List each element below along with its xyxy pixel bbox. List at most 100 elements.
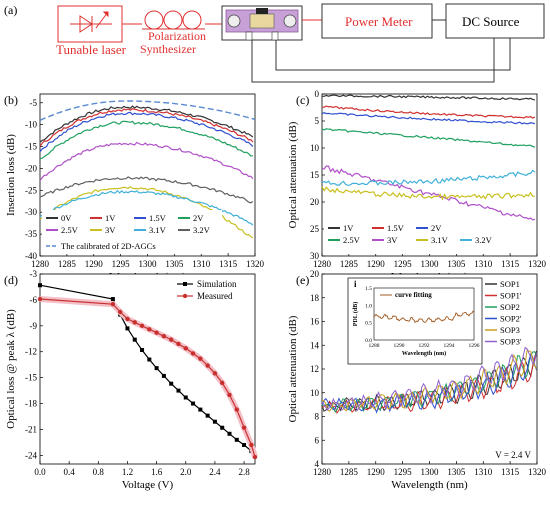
data-point <box>140 348 145 352</box>
x-tick-label: 1295 <box>394 467 413 477</box>
panel-e: (e) 1280 1285 1290 1295 1300 1305 1310 1315 1320 4… <box>287 269 547 491</box>
x-tick-label: 1315 <box>501 467 520 477</box>
legend-b: 0V 1V 1.5V 2V 2.5V 3V 3.1V 3.2V The calibrated o… <box>42 210 222 254</box>
legend-label: SOP1' <box>500 291 522 301</box>
series-line-SOP2 <box>321 351 537 414</box>
x-tick-label: 0.4 <box>64 467 76 477</box>
x-tick-label: 1290 <box>367 259 386 269</box>
x-tick-label: 1305 <box>447 259 466 269</box>
inset-y-tick-label: 0.0 <box>365 338 372 344</box>
x-tick-label: 1290 <box>85 259 104 269</box>
y-axis-label: Optical attenuation (dB) <box>287 315 299 422</box>
wire-1 <box>251 38 495 83</box>
y-tick-label: 8 <box>315 412 320 422</box>
power-meter-box <box>321 3 433 39</box>
y-tick-label: -12 <box>25 347 37 357</box>
data-point <box>212 419 217 424</box>
legend-label: 2.5V <box>343 235 361 245</box>
wire-2 <box>275 38 511 71</box>
y-tick-label: -9 <box>30 321 38 331</box>
data-point <box>212 371 218 376</box>
legend-label: SOP2 <box>500 302 520 312</box>
data-point <box>147 327 152 332</box>
chip-image <box>221 5 303 41</box>
inset-x-tick-label: 1288 <box>369 343 380 349</box>
y-tick-label: -3 <box>30 269 38 279</box>
data-point <box>183 395 188 400</box>
data-point <box>161 373 166 378</box>
legend-label: 3.1V <box>149 225 167 235</box>
legend-label: 1.5V <box>387 223 405 233</box>
data-point <box>227 392 232 398</box>
legend-label: 3.2V <box>475 235 493 245</box>
y-tick-label: -15 <box>25 373 37 383</box>
power-meter-label: Power Meter <box>345 14 413 29</box>
series-line-1V <box>39 108 254 147</box>
y-tick-label: -30 <box>25 207 37 217</box>
data-point <box>249 442 254 448</box>
data-point <box>125 316 130 322</box>
x-tick-label: 1295 <box>112 259 131 269</box>
data-point <box>161 333 167 339</box>
y-tick-label: 4 <box>315 459 320 469</box>
series-line-15V <box>39 111 254 153</box>
x-tick-label: 1285 <box>340 259 359 269</box>
legend-label: 1V <box>105 213 116 223</box>
x-tick-label: 1300 <box>421 467 440 477</box>
series-line-Simulation <box>39 284 256 456</box>
y-tick-label: 6 <box>315 435 320 445</box>
setup-diagram: (a) Tunable laser Polarization Synthesiz… <box>4 3 545 83</box>
y-axis-label: Insertion loss (dB) <box>5 134 17 216</box>
legend-c: 1V 1.5V 2V 2.5V 3V 3.1V 3.2V <box>324 220 493 254</box>
data-point <box>234 437 239 442</box>
x-tick-label: 1.2 <box>122 467 133 477</box>
legend-marker <box>183 282 187 286</box>
inset-y-tick-label: 1.5 <box>365 286 372 292</box>
y-tick-label: 15 <box>310 170 320 180</box>
panel-b-label: (b) <box>4 93 18 107</box>
series-line-32V <box>321 169 536 186</box>
legend-label: SOP2' <box>500 314 522 324</box>
data-point <box>154 330 159 335</box>
data-point <box>154 366 159 371</box>
legend-label: 2V <box>431 223 442 233</box>
voltage-annotation: V = 2.4 V <box>495 450 531 460</box>
series-line-1V <box>322 94 536 101</box>
y-axis-label: Optical attenuation (dB) <box>287 121 299 228</box>
legend-d: Simulation Measured <box>177 279 237 301</box>
panel-c: (c) 1280 1285 1290 1295 1300 1305 1310 1315 1320 0… <box>287 89 547 283</box>
legend-label: 0V <box>61 213 72 223</box>
dc-source-box <box>445 3 545 39</box>
legend-label: 3V <box>105 225 116 235</box>
y-tick-label: -40 <box>25 251 37 261</box>
x-tick-label: 1315 <box>501 259 520 269</box>
data-point <box>191 401 196 406</box>
legend-label: Measured <box>197 291 233 301</box>
y-tick-label: -24 <box>25 450 37 460</box>
y-tick-label: 10 <box>310 143 320 153</box>
data-point <box>242 443 247 447</box>
polarization-label-1: Polarization <box>148 29 206 43</box>
data-point <box>190 351 196 356</box>
data-point <box>176 388 181 393</box>
data-point <box>110 297 115 302</box>
legend-label: SOP1 <box>500 279 520 289</box>
data-point <box>132 320 137 325</box>
series-line-15V <box>322 105 536 119</box>
x-tick-label: 1305 <box>447 467 466 477</box>
y-axis-label: Optical loss @ peak λ (dB) <box>5 309 17 429</box>
inset-x-tick-label: 1294 <box>444 343 455 349</box>
y-tick-label: -18 <box>25 399 37 409</box>
data-point <box>139 323 145 329</box>
data-point <box>183 346 188 351</box>
x-tick-label: 1300 <box>421 259 440 269</box>
inset-x-tick-label: 1296 <box>469 343 480 349</box>
legend-label: SOP3 <box>500 325 520 335</box>
legend-label: 2.5V <box>61 225 79 235</box>
panel-a-label: (a) <box>4 3 17 17</box>
x-tick-label: 2.8 <box>238 467 250 477</box>
fiber-loop-icon <box>142 10 205 30</box>
y-tick-label: -10 <box>25 120 37 130</box>
legend-label: 3V <box>387 235 398 245</box>
x-tick-label: 1320 <box>528 259 547 269</box>
